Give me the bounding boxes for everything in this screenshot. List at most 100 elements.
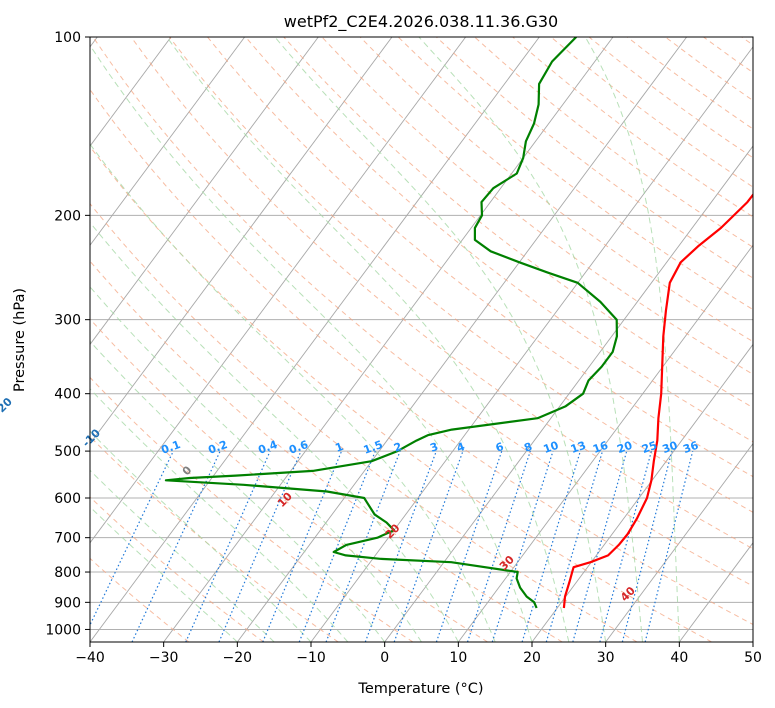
dry-adiabat-line — [90, 318, 488, 642]
mixing-ratio-label: 0.2 — [206, 438, 229, 457]
isotherm-line — [90, 37, 393, 445]
y-tick-label: 100 — [54, 30, 81, 46]
dry-adiabat-line — [90, 376, 414, 642]
y-tick-label: 300 — [54, 313, 81, 329]
axis-ticks: −40 −30 −20 −10 0 10 20 30 40 5010020030040050060… — [45, 30, 762, 666]
isotherm-line — [236, 37, 688, 642]
sounding-profiles — [164, 37, 753, 609]
mixing-ratio-line — [185, 450, 271, 642]
moist-adiabat-line — [90, 469, 275, 642]
dry-adiabat-line — [321, 37, 753, 375]
dewpoint-profile-line — [164, 37, 618, 609]
mixing-ratio-line — [131, 450, 221, 642]
dry-adiabat-line — [665, 37, 753, 102]
y-tick-label: 700 — [54, 531, 81, 547]
mixing-ratio-line — [545, 450, 604, 642]
mixing-ratio-label: 1.5 — [362, 438, 385, 457]
mixing-ratio-label: 6 — [494, 440, 506, 455]
mixing-ratio-label: 36 — [681, 439, 700, 457]
mixing-ratio-label: 13 — [569, 439, 588, 456]
mixing-ratio-label: 1 — [333, 440, 345, 455]
y-tick-label: 500 — [54, 444, 81, 460]
moist-adiabat-line — [90, 340, 386, 642]
mixing-ratio-line — [364, 450, 437, 642]
isotherm-line — [90, 37, 172, 147]
y-axis-label: Pressure (hPa) — [12, 288, 28, 392]
mixing-ratio-label: 0.6 — [287, 438, 310, 457]
isotherm-line — [90, 37, 319, 346]
mixing-ratio-label: 30 — [661, 439, 680, 457]
y-tick-label: 900 — [54, 595, 81, 611]
mixing-ratio-line — [644, 450, 694, 642]
dry-adiabat-line — [359, 37, 753, 343]
mixing-ratio-label: 10 — [542, 439, 561, 457]
dry-adiabat-line — [512, 37, 753, 218]
dry-adiabat-line — [90, 557, 190, 642]
isotherm-line — [457, 244, 753, 642]
chart-title: wetPf2_C2E4.2026.038.11.36.G30 — [284, 12, 558, 32]
mixing-ratio-line — [466, 450, 531, 642]
isotherm-line — [678, 542, 753, 642]
isotherm-line — [384, 145, 753, 642]
dry-adiabat-line — [283, 37, 753, 409]
dry-adiabat-label: 10 — [275, 490, 295, 510]
mixing-ratio-line — [218, 450, 302, 642]
moist-adiabat-line — [90, 388, 349, 642]
mixing-ratio-line — [90, 450, 174, 627]
mixing-ratio-label: 0.4 — [256, 438, 279, 457]
x-axis-label: Temperature (°C) — [357, 681, 483, 697]
dry-adiabat-line — [245, 37, 753, 443]
isotherm-line — [90, 37, 540, 642]
moist-adiabat-line — [166, 37, 570, 642]
temperature-profile-line — [562, 193, 753, 609]
isotherm-line — [163, 37, 614, 642]
x-tick-label: 50 — [744, 650, 762, 666]
isotherm-line — [752, 641, 753, 642]
y-tick-label: 400 — [54, 387, 81, 403]
x-tick-label: 40 — [670, 650, 688, 666]
mixing-ratio-line — [621, 450, 673, 642]
mixing-ratio-line — [298, 450, 376, 642]
reference-line-labels: 0.10.20.40.611.52346810131620253036-100-… — [0, 395, 701, 604]
dry-adiabat-line — [90, 260, 563, 642]
dry-adiabat-line — [90, 202, 638, 642]
plot-frame — [89, 36, 754, 643]
mixing-ratio-label: 16 — [591, 439, 610, 457]
mixing-ratio-line — [491, 450, 554, 642]
mixing-ratio-line — [599, 450, 652, 642]
dry-adiabat-line — [92, 37, 753, 587]
mixing-ratio-line — [262, 450, 343, 642]
y-tick-label: 200 — [54, 208, 81, 224]
x-tick-label: −10 — [296, 650, 326, 666]
dry-adiabat-line — [90, 88, 753, 626]
mixing-ratio-label: 2 — [392, 440, 404, 455]
moist-adiabat-line — [418, 37, 643, 642]
mixing-ratio-line — [435, 450, 503, 642]
dry-adiabat-label: 0 — [180, 463, 195, 478]
dry-adiabat-line — [703, 37, 753, 74]
y-tick-label: 1000 — [45, 622, 81, 638]
dry-adiabat-line — [90, 145, 712, 642]
isotherm-line — [605, 442, 753, 642]
dry-adiabat-line — [90, 496, 264, 642]
mixing-ratio-line — [325, 450, 401, 642]
moist-adiabat-line — [90, 286, 422, 642]
mixing-ratio-label: 20 — [615, 439, 634, 457]
dry-adiabat-label: 20 — [383, 521, 403, 541]
mixing-ratio-label: 3 — [428, 440, 440, 455]
dry-adiabat-line — [168, 37, 753, 513]
mixing-ratio-line — [521, 450, 581, 642]
isotherm-line — [310, 46, 753, 642]
dry-adiabat-line — [130, 37, 753, 550]
mixing-ratio-line — [572, 450, 628, 642]
x-tick-label: 10 — [449, 650, 467, 666]
mixing-ratio-label: 8 — [522, 440, 534, 455]
isotherm-line — [90, 37, 246, 247]
moist-adiabat-line — [584, 37, 680, 642]
mixing-ratio-label: 25 — [640, 439, 659, 456]
x-tick-label: 30 — [597, 650, 615, 666]
y-tick-label: 600 — [54, 491, 81, 507]
moist-adiabat-line — [90, 506, 238, 642]
dry-adiabat-line — [397, 37, 753, 311]
